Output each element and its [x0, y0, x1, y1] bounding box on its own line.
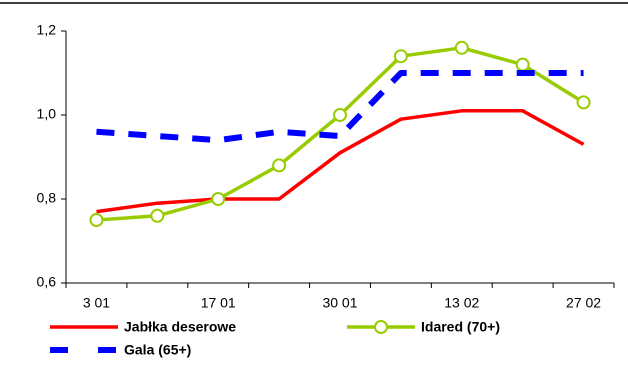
point [515, 57, 530, 72]
point [576, 95, 591, 110]
x-tick-label: 17 01 [201, 295, 236, 311]
point [333, 108, 347, 122]
point [211, 192, 226, 206]
y-tick-label: 1,0 [37, 106, 57, 122]
legend-marker [374, 320, 388, 334]
y-tick-label: 0,6 [37, 274, 57, 290]
legend-label: Idared (70+) [421, 319, 500, 335]
x-tick-label: 27 02 [566, 295, 601, 311]
legend-label: Jabłka deserowe [124, 319, 236, 335]
y-tick-label: 1,2 [37, 22, 57, 38]
point [272, 158, 287, 173]
point [150, 208, 165, 223]
point [89, 213, 104, 227]
point [454, 40, 469, 55]
y-tick-label: 0,8 [37, 190, 57, 206]
x-tick-label: 30 01 [322, 295, 357, 311]
x-tick-label: 3 01 [83, 295, 110, 311]
x-tick-label: 13 02 [444, 295, 479, 311]
series-line [96, 70, 584, 144]
series-line [96, 109, 585, 214]
point [393, 49, 408, 64]
legend-label: Gala (65+) [124, 342, 191, 358]
